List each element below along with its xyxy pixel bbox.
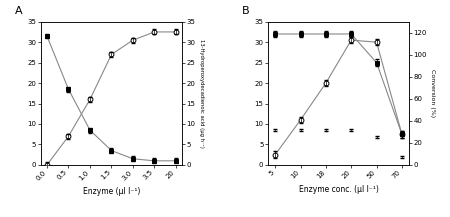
X-axis label: Enzyme (µl l⁻¹): Enzyme (µl l⁻¹) [83, 187, 140, 196]
Y-axis label: Conversion (%): Conversion (%) [431, 69, 436, 117]
X-axis label: Enzyme conc. (µl l⁻¹): Enzyme conc. (µl l⁻¹) [299, 185, 378, 194]
Text: A: A [15, 6, 22, 16]
Text: B: B [242, 6, 250, 16]
Y-axis label: 13-Hydroperoxydecadienoic acid (µg h⁻¹): 13-Hydroperoxydecadienoic acid (µg h⁻¹) [199, 39, 204, 148]
